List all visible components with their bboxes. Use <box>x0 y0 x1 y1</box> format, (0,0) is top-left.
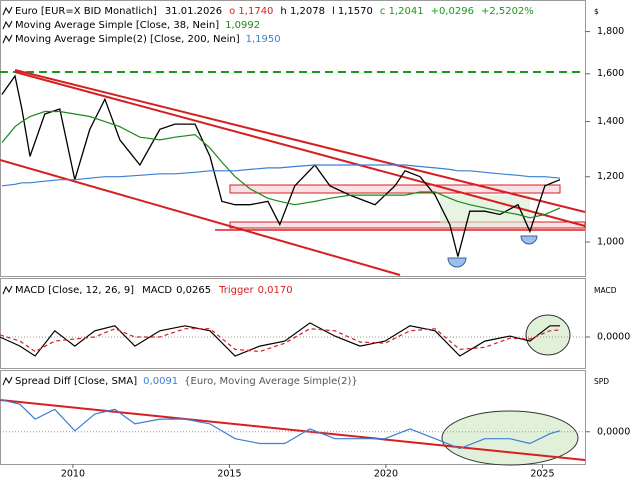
trend-line <box>0 399 586 461</box>
quote-change: +0,0296 <box>431 6 474 17</box>
y-tick-label: 0,0000 <box>597 426 630 437</box>
series-line <box>0 398 561 450</box>
legend-value: 1,1950 <box>246 34 281 45</box>
pane-title: Spread Diff [Close, SMA] <box>15 376 137 387</box>
quote-date: 31.01.2026 <box>165 6 222 17</box>
legend-entry: Moving Average Simple [Close, 38, Nein] 1… <box>15 20 260 31</box>
legend-icon <box>2 34 13 44</box>
highlight <box>441 410 579 466</box>
marker <box>447 257 467 268</box>
legend-icon <box>2 376 13 386</box>
quote-close: c 1,2041 <box>380 6 424 17</box>
series-line <box>1 164 561 187</box>
pane-frame <box>0 278 586 369</box>
pane-frame <box>0 370 586 465</box>
series-line <box>0 322 560 357</box>
pane-frame <box>0 0 586 277</box>
legend-name: {Euro, Moving Average Simple(2)} <box>184 376 358 387</box>
axis-unit: $ <box>594 7 599 16</box>
pane-frames <box>0 0 586 465</box>
legend-name: Trigger <box>218 285 254 296</box>
y-tick-label: 1,800 <box>597 26 624 37</box>
legend-icon <box>2 6 13 16</box>
y-tick-label: 0,0000 <box>597 331 630 342</box>
y-tick-label: 1,400 <box>597 116 624 127</box>
series-line <box>1 110 561 219</box>
y-tick-label: 1,000 <box>597 237 624 248</box>
legend-name: Moving Average Simple(2) [Close, 200, Ne… <box>15 34 240 45</box>
highlight <box>525 314 571 356</box>
drawings <box>0 69 586 466</box>
legend-icon <box>2 20 13 30</box>
quote-open: o 1,1740 <box>229 6 273 17</box>
legend-value: 0,0091 <box>143 376 178 387</box>
pane-title: Euro [EUR=X BID Monatlich] <box>15 6 157 17</box>
pane-header: Spread Diff [Close, SMA] 0,0091 {Euro, Mov… <box>15 376 358 387</box>
legend-name: MACD <box>142 285 172 296</box>
marker <box>520 235 538 245</box>
x-tick-label: 2025 <box>530 469 554 480</box>
quote-high: h 1,2078 <box>280 6 325 17</box>
trend-line <box>14 69 586 213</box>
axis-unit: MACD <box>594 286 617 295</box>
x-tick-label: 2015 <box>217 469 241 480</box>
legend-value: 0,0170 <box>258 285 293 296</box>
series-line <box>1 74 561 257</box>
pane-header: Euro [EUR=X BID Monatlich] 31.01.2026 o 1,… <box>15 6 534 17</box>
quote-low: l 1,1570 <box>332 6 373 17</box>
legend-name: Moving Average Simple [Close, 38, Nein] <box>15 20 219 31</box>
pane-header: MACD [Close, 12, 26, 9] MACD 0,0265 Trigger… <box>15 285 293 296</box>
legend-value: 1,0992 <box>225 20 260 31</box>
x-tick-label: 2010 <box>61 469 85 480</box>
trend-line <box>14 71 586 227</box>
legend-entry: Moving Average Simple(2) [Close, 200, Ne… <box>15 34 281 45</box>
legend-value: 0,0265 <box>176 285 211 296</box>
y-tick-label: 1,200 <box>597 171 624 182</box>
y-tick-label: 1,600 <box>597 68 624 79</box>
quote-change_pct: +2,5202% <box>481 6 534 17</box>
x-tick-label: 2020 <box>374 469 398 480</box>
legend-icon <box>2 285 13 295</box>
axis-unit: SPD <box>594 377 609 386</box>
pane-title: MACD [Close, 12, 26, 9] <box>15 285 134 296</box>
series-line <box>0 328 561 353</box>
